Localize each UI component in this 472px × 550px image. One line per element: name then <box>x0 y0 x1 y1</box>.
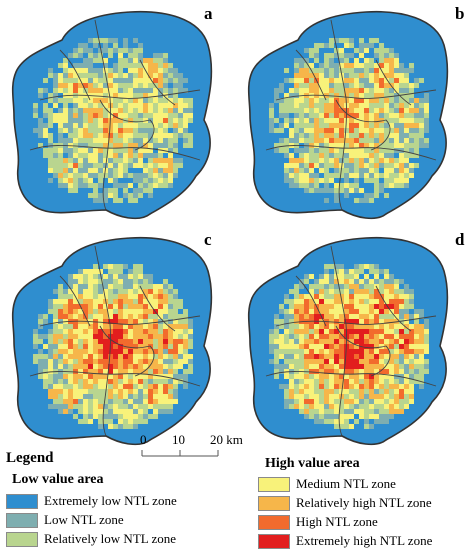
district-boundary <box>39 89 201 101</box>
ntl-raster-c <box>12 237 212 445</box>
district-boundary <box>39 315 201 327</box>
panel-label-b: b <box>455 4 465 23</box>
legend-label-relatively-low: Relatively low NTL zone <box>44 531 177 546</box>
district-boundary <box>295 49 412 106</box>
district-boundary <box>29 145 201 161</box>
legend-item-extremely-low: Extremely low NTL zone <box>6 492 177 510</box>
legend-label-extremely-low: Extremely low NTL zone <box>44 493 177 508</box>
legend-item-relatively-low: Relatively low NTL zone <box>6 530 176 548</box>
legend-label-relatively-high: Relatively high NTL zone <box>296 495 432 510</box>
map-a <box>11 10 213 220</box>
district-boundary <box>59 49 176 106</box>
district-boundary <box>99 325 155 377</box>
legend-item-relatively-high: Relatively high NTL zone <box>258 494 432 512</box>
swatch-low <box>6 512 38 528</box>
region-outline <box>247 236 449 446</box>
district-boundary <box>94 19 111 211</box>
region-outline <box>11 236 213 446</box>
ntl-raster-b <box>248 11 448 219</box>
scale-label-10: 10 <box>172 432 185 447</box>
swatch-relatively-low <box>6 531 38 547</box>
district-boundary <box>335 325 391 377</box>
swatch-relatively-high <box>258 495 290 511</box>
map-panel-a: a <box>0 0 236 225</box>
map-panel-b: b <box>236 0 472 225</box>
swatch-high <box>258 514 290 530</box>
ntl-raster-a <box>12 11 212 219</box>
scale-label-0: 0 <box>140 432 147 447</box>
district-boundary <box>265 145 437 161</box>
district-boundary <box>94 245 111 437</box>
scale-bar: 0 10 20 km <box>140 432 340 460</box>
swatch-medium <box>258 476 290 492</box>
panel-label-c: c <box>204 230 212 249</box>
district-boundary <box>275 89 437 101</box>
district-boundary <box>335 99 391 151</box>
legend-item-medium: Medium NTL zone <box>258 475 396 493</box>
district-boundary <box>275 315 437 327</box>
district-boundary <box>29 371 201 387</box>
map-panel-c: c <box>0 226 236 451</box>
region-outline <box>11 10 213 220</box>
swatch-extremely-high <box>258 533 290 549</box>
district-boundary <box>330 245 347 437</box>
panel-label-d: d <box>455 230 465 249</box>
district-boundary <box>265 371 437 387</box>
scale-label-20: 20 km <box>210 432 243 447</box>
district-boundary <box>330 19 347 211</box>
legend-label-medium: Medium NTL zone <box>296 476 396 491</box>
legend-label-low: Low NTL zone <box>44 512 124 527</box>
legend-title: Legend <box>6 450 54 466</box>
ntl-raster-d <box>248 237 448 445</box>
low-value-title: Low value area <box>12 472 104 487</box>
map-b <box>247 10 449 220</box>
high-value-title: High value area <box>265 456 360 471</box>
legend-item-extremely-high: Extremely high NTL zone <box>258 532 432 550</box>
map-panel-d: d <box>236 226 472 451</box>
panel-label-a: a <box>204 4 213 23</box>
map-c <box>11 236 213 446</box>
legend-item-high: High NTL zone <box>258 513 378 531</box>
district-boundary <box>59 275 176 332</box>
legend-label-extremely-high: Extremely high NTL zone <box>296 533 433 548</box>
region-outline <box>247 10 449 220</box>
scale-bar-graphic <box>141 450 219 457</box>
legend-label-high: High NTL zone <box>296 514 378 529</box>
legend-item-low: Low NTL zone <box>6 511 124 529</box>
swatch-extremely-low <box>6 493 38 509</box>
district-boundary <box>99 99 155 151</box>
map-d <box>247 236 449 446</box>
district-boundary <box>295 275 412 332</box>
